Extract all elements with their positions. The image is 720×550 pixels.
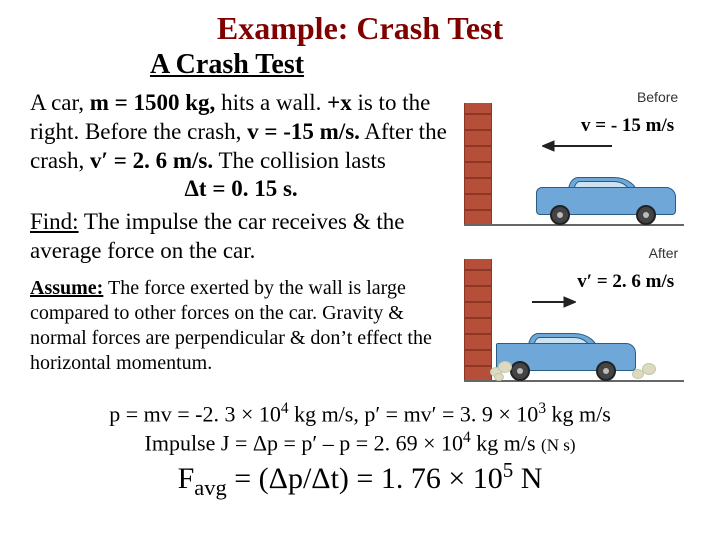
text: p = mv = -2. 3 × 10: [109, 401, 281, 426]
v-before-label: v = - 15 m/s: [581, 115, 674, 137]
dust-icon: [490, 357, 516, 381]
v-after: v′ = 2. 6 m/s.: [90, 148, 213, 173]
exp: 3: [538, 400, 546, 417]
text: F: [178, 462, 195, 495]
find-line: Find: The impulse the car receives & the…: [30, 208, 452, 266]
text: Impulse J = Δp = p′ – p = 2. 69 × 10: [145, 430, 464, 455]
arrow-left-icon: [542, 139, 612, 153]
after-label: After: [649, 245, 679, 261]
text: = (Δp/Δt) = 1. 76 × 10: [227, 462, 503, 495]
slide-subtitle: A Crash Test: [150, 49, 720, 81]
slide-title: Example: Crash Test: [0, 10, 720, 47]
text: The collision lasts: [213, 148, 386, 173]
wall-icon: [464, 103, 492, 225]
exp: 5: [503, 458, 514, 482]
assume-block: Assume: The force exerted by the wall is…: [30, 276, 452, 376]
text: kg m/s, p′ = mv′ = 3. 9 × 10: [289, 401, 539, 426]
text: hits a wall.: [215, 90, 327, 115]
solution-line-2: Impulse J = Δp = p′ – p = 2. 69 × 104 kg…: [0, 428, 720, 457]
unit-note: (N s): [541, 435, 575, 454]
exp: 4: [463, 429, 471, 446]
before-scene: Before v = - 15 m/s: [464, 89, 684, 239]
arrow-right-icon: [532, 295, 576, 309]
text: kg m/s: [546, 401, 611, 426]
after-scene: After v′ = 2. 6 m/s: [464, 245, 684, 395]
delta-t: Δt = 0. 15 s.: [185, 176, 298, 201]
solution-block: p = mv = -2. 3 × 104 kg m/s, p′ = mv′ = …: [0, 399, 720, 502]
before-label: Before: [637, 89, 678, 105]
car-before-icon: [536, 177, 676, 225]
solution-line-3: Favg = (Δp/Δt) = 1. 76 × 105 N: [0, 457, 720, 502]
solution-line-1: p = mv = -2. 3 × 104 kg m/s, p′ = mv′ = …: [0, 399, 720, 428]
mass-value: m = 1500 kg,: [90, 90, 216, 115]
car-after-icon: [496, 333, 636, 381]
problem-text: A car, m = 1500 kg, hits a wall. +x is t…: [30, 89, 452, 395]
diagram-column: Before v = - 15 m/s After v′ = 2. 6 m/s: [464, 89, 690, 395]
problem-statement: A car, m = 1500 kg, hits a wall. +x is t…: [30, 89, 452, 204]
v-after-label: v′ = 2. 6 m/s: [577, 271, 674, 293]
content-row: A car, m = 1500 kg, hits a wall. +x is t…: [0, 81, 720, 395]
wall-icon: [464, 259, 492, 381]
text: kg m/s: [471, 430, 541, 455]
text: A car,: [30, 90, 90, 115]
text: N: [513, 462, 542, 495]
assume-label: Assume:: [30, 277, 103, 299]
find-text: The impulse the car receives & the avera…: [30, 209, 405, 263]
v-before: v = -15 m/s.: [247, 119, 360, 144]
dust-icon: [632, 357, 658, 381]
plus-x: +x: [327, 90, 352, 115]
exp: 4: [281, 400, 289, 417]
find-label: Find:: [30, 209, 79, 234]
sub: avg: [194, 475, 227, 500]
